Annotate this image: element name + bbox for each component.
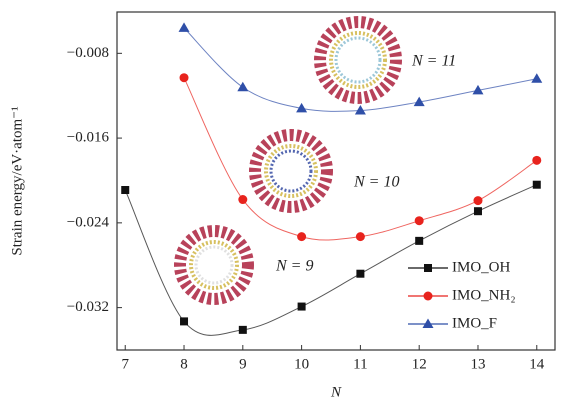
marker [238,195,247,204]
marker [298,303,306,311]
legend-label: IMO_F [452,315,497,331]
chart: N = 11 N = 10 N = 9 N Strain energy/eV·a… [0,0,565,405]
y-tick-label: −0.024 [67,214,110,230]
x-tick-label: 14 [529,356,545,372]
marker [179,22,190,32]
marker [531,73,542,83]
annotation: N = 9 [275,258,313,275]
y-tick-label: −0.032 [67,299,109,315]
annotation: N = 11 [411,53,456,70]
nanotube-icon [255,135,327,207]
marker [533,181,541,189]
legend-label: IMO_NH₂ [452,287,516,303]
marker [297,232,306,241]
x-tick-label: 11 [353,356,367,372]
y-axis-label: Strain energy/eV·atom⁻¹ [9,106,25,255]
marker [532,156,541,165]
annotation: N = 10 [353,174,399,191]
marker [415,216,424,225]
x-tick-label: 9 [239,356,247,372]
marker [239,326,247,334]
nanotube-icon [180,231,248,299]
x-tick-label: 8 [180,356,188,372]
x-tick-label: 10 [294,356,309,372]
marker [474,207,482,215]
x-axis-label: N [330,384,342,400]
nanotube-icon [320,22,396,98]
x-tick-label: 13 [470,356,485,372]
legend-marker [424,292,433,301]
marker [415,237,423,245]
marker [356,270,364,278]
legend-marker [423,319,434,329]
legend-marker [424,264,432,272]
y-tick-label: −0.016 [67,130,110,146]
marker [121,186,129,194]
y-tick-label: −0.008 [67,45,109,61]
marker [237,82,248,92]
x-tick-label: 7 [121,356,129,372]
legend-label: IMO_OH [452,259,510,275]
marker [356,232,365,241]
marker [180,317,188,325]
marker [180,73,189,82]
x-tick-label: 12 [412,356,427,372]
marker [473,196,482,205]
